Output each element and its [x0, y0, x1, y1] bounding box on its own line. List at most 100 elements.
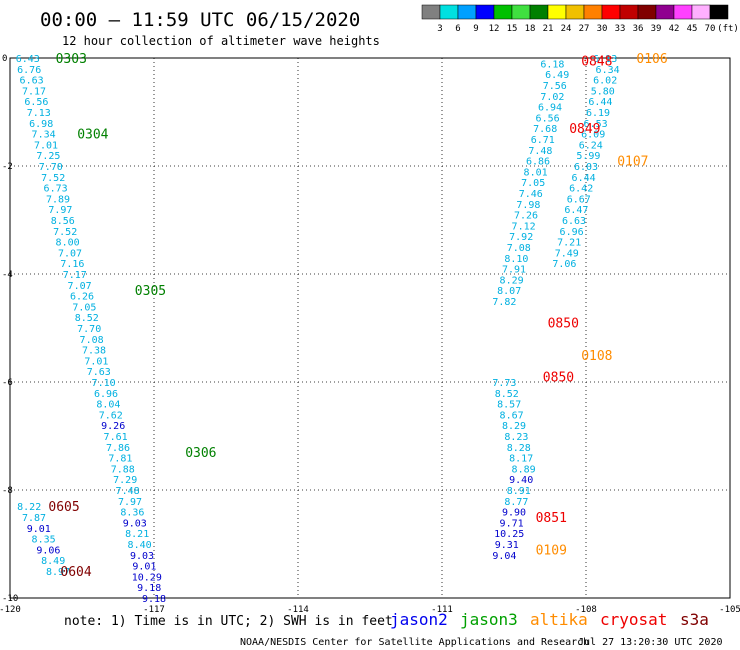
colorbar-label: 15 — [507, 24, 518, 34]
x-tick-label: -108 — [575, 605, 597, 615]
wave-height-point: 7.56 — [543, 81, 567, 92]
wave-height-point: 7.25 — [36, 151, 60, 162]
colorbar-swatch — [601, 4, 621, 20]
legend: jason2 jason3 altika cryosat s3a — [390, 610, 709, 629]
colorbar-label: 21 — [543, 24, 554, 34]
wave-height-point: 9.06 — [36, 545, 60, 556]
wave-height-point: 8.56 — [51, 216, 75, 227]
wave-height-point: 7.87 — [22, 513, 46, 524]
x-tick-label: -120 — [0, 605, 21, 615]
y-tick-label: -10 — [2, 594, 18, 604]
wave-height-point: 7.12 — [512, 221, 536, 232]
wave-height-point: 6.71 — [531, 135, 555, 146]
wave-height-point: 7.29 — [113, 475, 137, 486]
pass-time-label: 0851 — [536, 511, 567, 526]
chart-title: 00:00 – 11:59 UTC 06/15/2020 — [40, 9, 360, 31]
wave-height-point: 8.40 — [128, 540, 152, 551]
colorbar-label: 9 — [473, 24, 478, 34]
wave-height-point: 7.81 — [108, 454, 132, 465]
wave-height-point: 8.91 — [507, 486, 531, 497]
colorbar-swatch — [565, 4, 585, 20]
pass-time-label: 0304 — [77, 128, 108, 143]
wave-height-point: 6.43 — [16, 54, 40, 65]
wave-height-point: 9.03 — [123, 518, 147, 529]
wave-height-point: 7.17 — [63, 270, 87, 281]
colorbar-swatch — [475, 4, 495, 20]
wave-height-point: 8.77 — [504, 497, 528, 508]
wave-height-point: 6.49 — [545, 70, 569, 81]
wave-height-point: 6.56 — [24, 97, 48, 108]
wave-height-point: 9.71 — [500, 518, 524, 529]
pass-time-label: 0850 — [548, 317, 579, 332]
wave-height-point: 9.40 — [509, 475, 533, 486]
pass-time-label: 0849 — [569, 122, 600, 137]
wave-height-point: 7.05 — [72, 302, 96, 313]
pass-time-label: 0605 — [48, 500, 79, 515]
wave-height-point: 8.23 — [504, 432, 528, 443]
time-labels: 0303 0304 0305 0306 0605 0604 0848 0849 0850 0850… — [48, 52, 667, 580]
wave-height-point: 7.26 — [514, 211, 538, 222]
wave-height-point: 7.38 — [82, 346, 106, 357]
wave-height-point: 5.99 — [576, 151, 600, 162]
y-tick-label: -2 — [2, 162, 13, 172]
pass-time-label: 0303 — [56, 52, 87, 67]
wave-height-point: 6.34 — [596, 65, 620, 76]
wave-height-point: 7.21 — [557, 238, 581, 249]
colorbar-label: 33 — [615, 24, 626, 34]
wave-height-point: 7.13 — [27, 108, 51, 119]
wave-height-point: 6.53 — [584, 119, 608, 130]
wave-height-point: 8.21 — [125, 529, 149, 540]
wave-height-point: 7.49 — [555, 248, 579, 259]
wave-height-point: 7.07 — [68, 281, 92, 292]
x-tick-label: -105 — [719, 605, 740, 615]
chart-subtitle: 12 hour collection of altimeter wave hei… — [62, 34, 380, 48]
wave-height-point: 7.86 — [106, 443, 130, 454]
wave-height-point: 6.96 — [560, 227, 584, 238]
wave-height-point: 8.97 — [46, 567, 70, 578]
wave-height-point: 9.90 — [502, 508, 526, 519]
y-tick-label: 0 — [2, 54, 7, 64]
wave-height-point: 7.89 — [46, 194, 70, 205]
wave-height-point: 8.52 — [495, 389, 519, 400]
wave-height-point: 6.94 — [538, 103, 562, 114]
wave-height-point: 7.92 — [509, 232, 533, 243]
wave-height-point: 7.06 — [552, 259, 576, 270]
colorbar-label: 24 — [561, 24, 572, 34]
pass-time-label: 0604 — [60, 565, 91, 580]
colorbar-swatch — [637, 4, 657, 20]
wave-height-point: 6.24 — [579, 140, 603, 151]
wave-height-point: 8.28 — [507, 443, 531, 454]
wave-height-point: 7.10 — [92, 378, 116, 389]
wave-height-point: 7.62 — [99, 410, 123, 421]
colorbar-swatch — [421, 4, 441, 20]
wave-height-point: 7.08 — [80, 335, 104, 346]
wave-height-point: 7.07 — [58, 248, 82, 259]
wave-height-point: 6.44 — [572, 173, 596, 184]
wave-height-point: 8.49 — [41, 556, 65, 567]
x-tick-label: -114 — [287, 605, 309, 615]
pass-time-label: 0106 — [636, 52, 667, 67]
colorbar-label: 12 — [489, 24, 500, 34]
legend-entry: s3a — [680, 610, 709, 629]
wave-height-point: 7.68 — [533, 124, 557, 135]
wave-height-point: 7.63 — [87, 367, 111, 378]
wave-height-point: 7.08 — [507, 243, 531, 254]
colorbar-swatch — [457, 4, 477, 20]
wave-height-point: 6.13 — [593, 54, 617, 65]
wave-height-point: 6.18 — [540, 59, 564, 70]
wave-height-point: 6.63 — [562, 216, 586, 227]
colorbar-swatch — [529, 4, 549, 20]
footer-note: note: 1) Time is in UTC; 2) SWH is in fe… — [64, 614, 393, 629]
wave-height-point: 7.70 — [77, 324, 101, 335]
wave-height-point: 8.01 — [524, 167, 548, 178]
wave-height-point: 10.25 — [494, 529, 524, 540]
colorbar-label: 18 — [525, 24, 536, 34]
wave-height-point: 6.63 — [20, 76, 44, 87]
wave-height-point: 6.47 — [564, 205, 588, 216]
colorbar-swatch — [583, 4, 603, 20]
x-tick-label: -117 — [143, 605, 165, 615]
wave-height-point: 7.61 — [104, 432, 128, 443]
wave-height-point: 7.97 — [48, 205, 72, 216]
colorbar-swatch — [547, 4, 567, 20]
wave-height-point: 9.01 — [132, 562, 156, 573]
